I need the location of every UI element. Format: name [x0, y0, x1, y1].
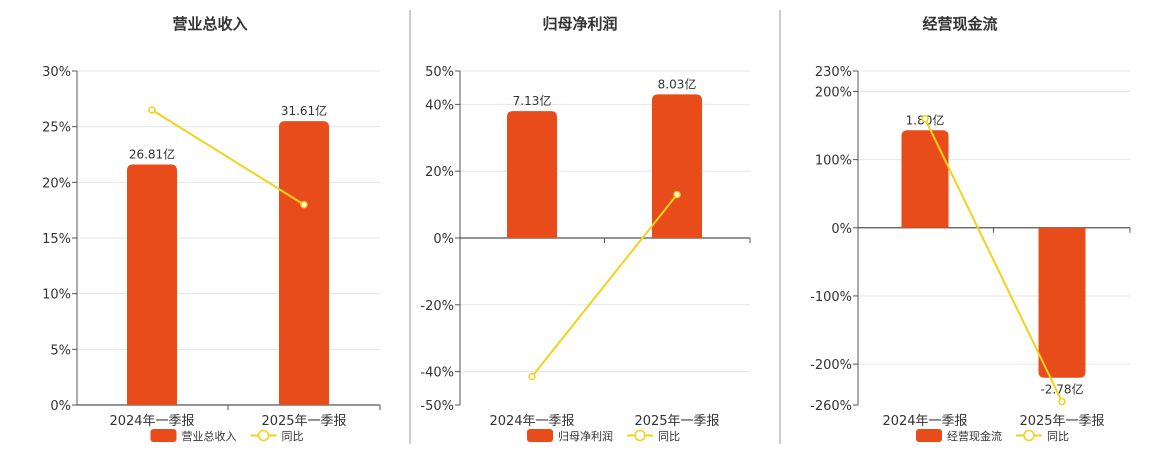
- legend-line-label: 同比: [282, 430, 304, 443]
- legend-bar-swatch: [150, 429, 177, 442]
- legend-line-marker: [257, 429, 270, 442]
- y-tick-label: 25%: [42, 121, 71, 136]
- y-tick-label: 200%: [815, 85, 852, 100]
- y-tick-label: -200%: [810, 358, 852, 373]
- legend-bar-label: 营业总收入: [182, 429, 237, 443]
- x-tick-label: 2024年一季报: [489, 414, 574, 429]
- y-tick-label: 20%: [425, 165, 454, 180]
- y-tick-label: 0%: [50, 399, 71, 414]
- y-tick-label: 10%: [42, 288, 71, 303]
- chart-title: 经营现金流: [922, 15, 997, 33]
- legend-bar-swatch: [916, 429, 942, 442]
- y-tick-label: -50%: [420, 399, 454, 414]
- legend-line-label: 同比: [1047, 430, 1069, 443]
- x-tick-label: 2025年一季报: [634, 414, 719, 429]
- bar: [507, 111, 557, 238]
- yoy-line: [531, 193, 678, 378]
- bar: [901, 130, 949, 228]
- x-tick-label: 2025年一季报: [261, 414, 346, 429]
- y-tick-label: 0%: [433, 232, 454, 247]
- bar-data-label: 8.03亿: [658, 76, 697, 91]
- y-tick-label: 0%: [831, 222, 852, 237]
- yoy-point: [921, 114, 929, 123]
- y-tick-label: 15%: [42, 232, 71, 247]
- bar: [1038, 227, 1086, 378]
- legend-line-marker: [634, 429, 646, 442]
- bar-data-label: 7.13亿: [513, 93, 552, 108]
- y-tick-label: 100%: [815, 154, 852, 169]
- yoy-point: [300, 200, 308, 209]
- y-tick-label: 20%: [42, 176, 71, 191]
- bar-data-label: 31.61亿: [281, 103, 327, 118]
- legend-bar-swatch: [527, 429, 553, 442]
- bar: [279, 121, 329, 405]
- y-tick-label: 230%: [815, 65, 852, 80]
- legend-bar-label: 归母净利润: [558, 429, 613, 443]
- y-tick-label: -40%: [420, 366, 454, 381]
- y-tick-label: -260%: [810, 399, 852, 414]
- y-tick-label: -100%: [810, 290, 852, 305]
- x-tick-label: 2024年一季报: [882, 414, 967, 429]
- yoy-line: [151, 109, 305, 206]
- y-tick-label: 5%: [50, 343, 71, 358]
- y-tick-label: 30%: [42, 65, 71, 80]
- x-tick-label: 2025年一季报: [1019, 414, 1104, 429]
- x-tick-label: 2024年一季报: [109, 414, 194, 429]
- bar: [652, 94, 702, 238]
- legend-line-label: 同比: [658, 430, 680, 443]
- bar-data-label: 26.81亿: [129, 147, 175, 162]
- bar: [127, 164, 177, 405]
- yoy-point: [673, 190, 681, 199]
- y-tick-label: 40%: [425, 98, 454, 113]
- bar-data-label: -2.78亿: [1040, 382, 1083, 397]
- legend-line-marker: [1023, 429, 1035, 442]
- yoy-point: [148, 106, 156, 114]
- yoy-point: [528, 372, 536, 381]
- y-tick-label: -20%: [420, 299, 454, 314]
- y-tick-label: 50%: [425, 65, 454, 80]
- yoy-line: [924, 118, 1063, 403]
- yoy-point: [1058, 397, 1066, 406]
- chart-title: 归母净利润: [542, 15, 617, 33]
- chart-title: 营业总收入: [172, 15, 247, 33]
- legend-bar-label: 经营现金流: [947, 429, 1002, 443]
